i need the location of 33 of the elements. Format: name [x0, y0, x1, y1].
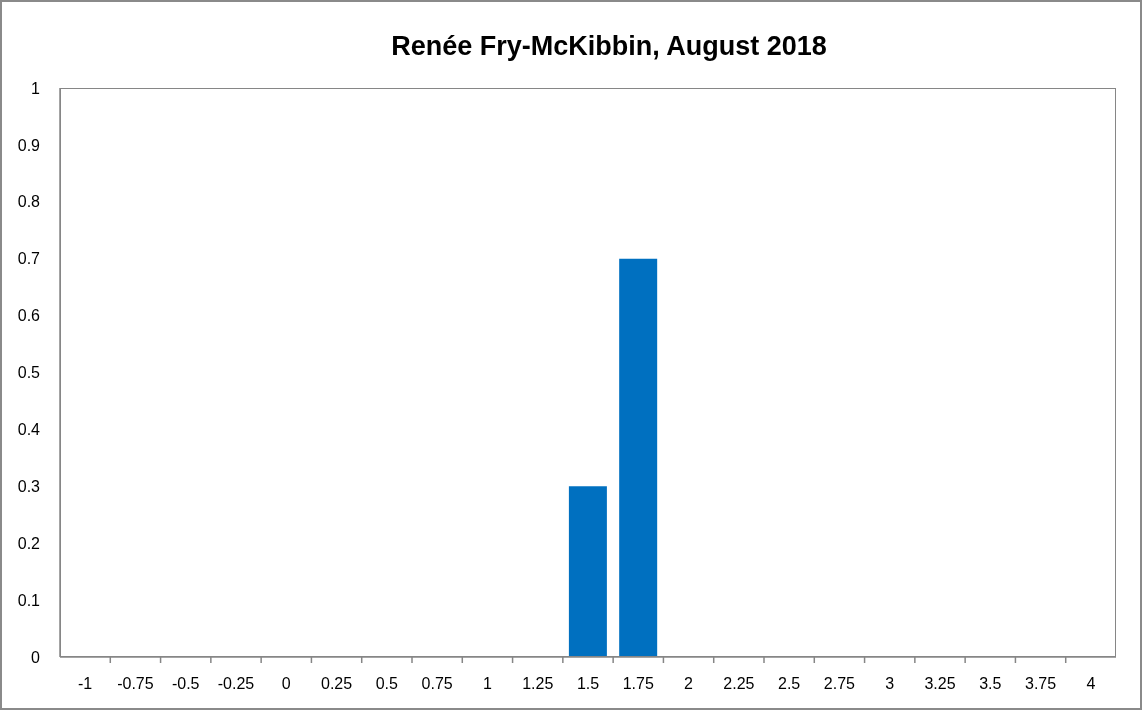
- x-tick-label: 1.25: [522, 674, 554, 692]
- x-tick-label: 1: [482, 674, 492, 692]
- x-tick-label: -0.5: [171, 674, 200, 692]
- x-tick-label: 1.5: [576, 674, 600, 692]
- x-tick-label: 0.25: [321, 674, 353, 692]
- y-tick-label: 0.5: [17, 364, 41, 382]
- y-tick-label: 0.3: [17, 477, 41, 495]
- x-tick-label: 3.5: [979, 674, 1002, 692]
- x-tick-label: -1: [78, 674, 93, 692]
- x-tick-label: 2.25: [723, 674, 755, 692]
- x-tick-label: 1.75: [622, 674, 654, 692]
- y-tick-label: 0.4: [17, 421, 41, 439]
- x-tick-label: 2.75: [823, 674, 856, 692]
- x-tick-label: 3.25: [924, 674, 956, 692]
- x-tick-label: -0.25: [217, 674, 255, 692]
- x-tick-label: 0: [281, 674, 291, 692]
- y-tick-label: 1: [31, 79, 41, 97]
- y-tick-label: 0.2: [17, 534, 41, 552]
- x-tick-label: 2: [684, 674, 694, 692]
- x-tick-label: 2.5: [778, 674, 801, 692]
- y-tick-label: 0.7: [17, 250, 41, 268]
- x-tick-label: 0.75: [421, 674, 453, 692]
- y-tick-label: 0.9: [17, 136, 41, 154]
- y-tick-label: 0: [31, 648, 41, 666]
- x-tick-label: 4: [1086, 674, 1096, 692]
- chart-title: Renée Fry-McKibbin, August 2018: [390, 30, 828, 63]
- x-tick-label: 3.75: [1025, 674, 1057, 692]
- y-tick-label: 0.6: [17, 307, 41, 325]
- y-tick-label: 0.8: [17, 193, 41, 211]
- x-tick-label: 3: [885, 674, 895, 692]
- y-tick-label: 0.1: [17, 591, 41, 609]
- x-tick-label: 0.5: [375, 674, 399, 692]
- x-tick-label: -0.75: [117, 674, 154, 692]
